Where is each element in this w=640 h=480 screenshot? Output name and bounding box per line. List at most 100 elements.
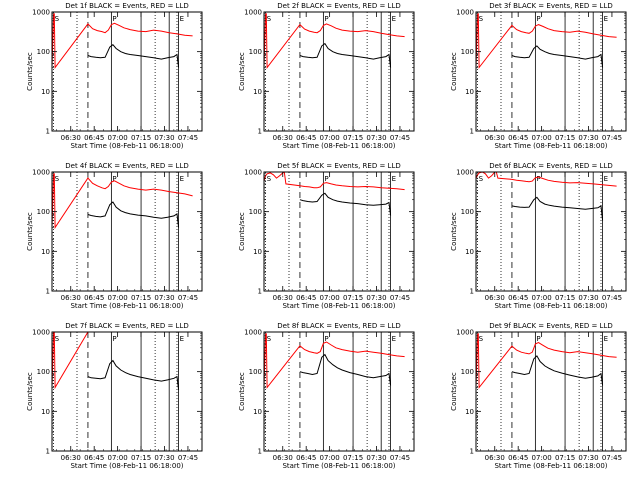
y-tick-label: 10 xyxy=(465,88,474,96)
series-line-events xyxy=(87,44,180,68)
panel-det-3: Det 3f BLACK = Events, RED = LLD S P E 1 10 10… xyxy=(450,2,627,150)
x-axis-label: Start Time (08-Feb-11 06:18:00) xyxy=(70,462,183,470)
x-tick-label: 06:45 xyxy=(296,454,316,462)
marker-label-p: P xyxy=(324,335,328,343)
x-tick-label: 07:00 xyxy=(532,454,552,462)
y-tick-label: 1000 xyxy=(456,329,474,337)
series-line-events xyxy=(511,45,604,68)
y-tick-label: 1 xyxy=(46,128,50,136)
marker-label-p: P xyxy=(112,335,116,343)
series-line-events xyxy=(299,42,392,68)
panel-det-8: Det 8f BLACK = Events, RED = LLD S P E 1 10 10… xyxy=(238,322,415,470)
x-tick-label: 06:30 xyxy=(485,294,505,302)
panel-det-7: Det 7f BLACK = Events, RED = LLD S P E 1 10 10… xyxy=(26,322,203,470)
x-tick-label: 07:15 xyxy=(343,454,363,462)
y-tick-label: 1 xyxy=(470,288,474,296)
y-tick-label: 10 xyxy=(253,248,262,256)
x-tick-label: 07:30 xyxy=(154,134,174,142)
panel-title: Det 5f BLACK = Events, RED = LLD xyxy=(277,162,400,170)
marker-label-e: E xyxy=(180,335,184,343)
y-tick-label: 1000 xyxy=(456,169,474,177)
y-axis-label: Counts/sec xyxy=(238,52,246,91)
y-axis-label: Counts/sec xyxy=(26,212,34,251)
y-tick-label: 10 xyxy=(41,88,50,96)
panel-title: Det 3f BLACK = Events, RED = LLD xyxy=(489,2,612,10)
marker-label-p: P xyxy=(112,15,116,23)
x-tick-label: 06:30 xyxy=(61,454,81,462)
marker-label-s: S xyxy=(479,335,484,343)
marker-label-p: P xyxy=(536,175,540,183)
x-tick-label: 07:15 xyxy=(343,134,363,142)
x-tick-label: 07:00 xyxy=(532,294,552,302)
y-axis-label: Counts/sec xyxy=(450,372,458,411)
x-tick-label: 07:00 xyxy=(532,134,552,142)
panel-det-6: Det 6f BLACK = Events, RED = LLD S P E 1 10 10… xyxy=(450,162,627,310)
series-line-events xyxy=(511,355,604,386)
marker-label-e: E xyxy=(604,15,608,23)
panel-det-9: Det 9f BLACK = Events, RED = LLD S P E 1 10 10… xyxy=(450,322,627,470)
x-tick-label: 07:45 xyxy=(178,454,198,462)
series-line-lld xyxy=(264,172,405,191)
x-tick-label: 07:15 xyxy=(555,454,575,462)
x-axis-label: Start Time (08-Feb-11 06:18:00) xyxy=(70,302,183,310)
y-tick-label: 100 xyxy=(461,208,474,216)
series-line-events xyxy=(299,192,392,216)
y-tick-label: 100 xyxy=(249,368,262,376)
x-tick-label: 07:30 xyxy=(578,454,598,462)
x-tick-label: 06:45 xyxy=(84,134,104,142)
series-line-events xyxy=(87,201,180,228)
marker-label-e: E xyxy=(392,175,396,183)
x-tick-label: 07:00 xyxy=(320,294,340,302)
x-tick-label: 07:15 xyxy=(555,294,575,302)
panel-title: Det 8f BLACK = Events, RED = LLD xyxy=(277,322,400,330)
y-tick-label: 10 xyxy=(465,248,474,256)
y-tick-label: 1000 xyxy=(244,169,262,177)
y-tick-label: 1 xyxy=(470,128,474,136)
y-tick-label: 10 xyxy=(41,408,50,416)
x-tick-label: 07:45 xyxy=(602,134,622,142)
marker-label-s: S xyxy=(55,15,60,23)
marker-label-e: E xyxy=(604,335,608,343)
marker-label-s: S xyxy=(267,175,272,183)
panel-title: Det 6f BLACK = Events, RED = LLD xyxy=(489,162,612,170)
marker-label-s: S xyxy=(479,15,484,23)
marker-label-p: P xyxy=(536,15,540,23)
x-tick-label: 07:45 xyxy=(602,294,622,302)
x-tick-label: 07:30 xyxy=(366,454,386,462)
panel-title: Det 4f BLACK = Events, RED = LLD xyxy=(65,162,188,170)
x-tick-label: 07:15 xyxy=(131,454,151,462)
series-line-lld xyxy=(476,13,617,69)
x-tick-label: 07:45 xyxy=(390,294,410,302)
series-line-events xyxy=(511,196,604,221)
x-tick-label: 07:45 xyxy=(390,454,410,462)
x-tick-label: 07:45 xyxy=(178,134,198,142)
x-axis-label: Start Time (08-Feb-11 06:18:00) xyxy=(282,302,395,310)
y-tick-label: 100 xyxy=(37,208,50,216)
panel-title: Det 2f BLACK = Events, RED = LLD xyxy=(277,2,400,10)
x-tick-label: 06:45 xyxy=(84,454,104,462)
marker-label-p: P xyxy=(536,335,540,343)
series-line-lld xyxy=(52,13,193,69)
marker-label-e: E xyxy=(392,15,396,23)
panel-det-1: Det 1f BLACK = Events, RED = LLD S P E 1 10 10… xyxy=(26,2,203,150)
y-tick-label: 100 xyxy=(461,48,474,56)
y-tick-label: 1000 xyxy=(32,329,50,337)
x-tick-label: 07:30 xyxy=(578,134,598,142)
x-tick-label: 07:45 xyxy=(390,134,410,142)
y-tick-label: 10 xyxy=(253,88,262,96)
marker-label-s: S xyxy=(267,335,272,343)
x-tick-label: 07:15 xyxy=(555,134,575,142)
marker-label-e: E xyxy=(180,175,184,183)
y-tick-label: 1 xyxy=(258,448,262,456)
panel-det-2: Det 2f BLACK = Events, RED = LLD S P E 1 10 10… xyxy=(238,2,415,150)
panel-title: Det 1f BLACK = Events, RED = LLD xyxy=(65,2,188,10)
y-tick-label: 10 xyxy=(41,248,50,256)
x-tick-label: 06:45 xyxy=(296,294,316,302)
y-tick-label: 100 xyxy=(461,368,474,376)
y-tick-label: 10 xyxy=(465,408,474,416)
y-axis-label: Counts/sec xyxy=(238,372,246,411)
marker-label-s: S xyxy=(267,15,272,23)
panel-title: Det 9f BLACK = Events, RED = LLD xyxy=(489,322,612,330)
x-tick-label: 07:15 xyxy=(131,134,151,142)
